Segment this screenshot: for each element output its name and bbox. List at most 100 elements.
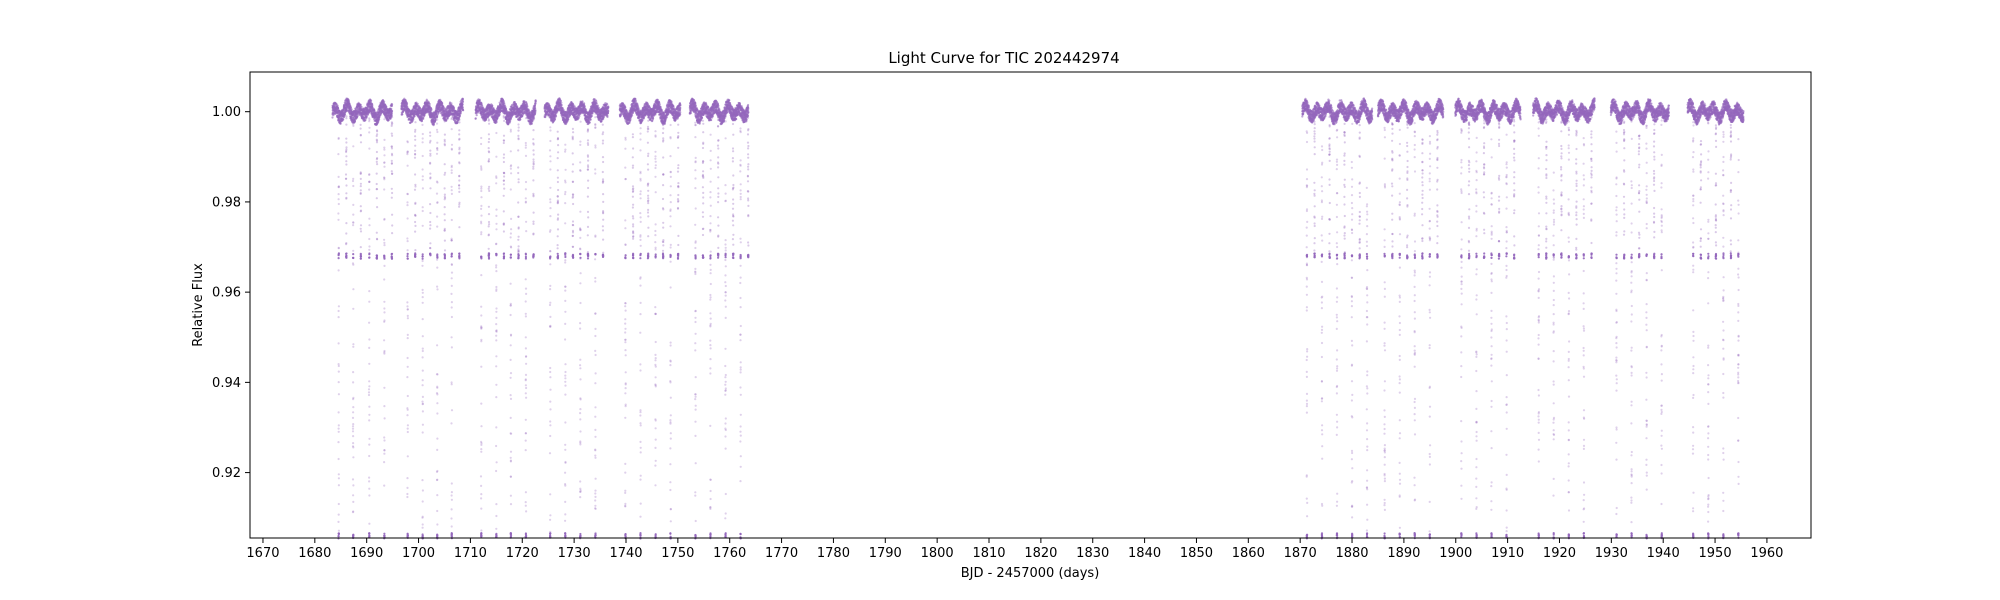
flux-point [495,355,498,358]
flux-point [450,148,453,151]
flux-point [530,122,533,125]
flux-point [510,432,513,435]
flux-point [375,129,379,132]
flux-point [517,201,520,204]
flux-point [583,102,586,105]
flux-point [368,290,371,293]
flux-point [406,255,409,258]
flux-point [487,254,490,257]
flux-point [487,147,490,150]
flux-point [368,532,371,535]
flux-point [391,122,394,125]
flux-point [443,256,446,259]
flux-point [390,159,393,162]
flux-point [421,288,424,291]
flux-point [458,174,461,177]
flux-point [495,383,498,386]
flux-point [337,477,340,480]
flux-point [345,160,348,163]
flux-point [517,178,520,181]
flux-point [458,161,461,164]
flux-point [406,365,409,368]
flux-point [383,352,386,355]
flux-point [345,146,348,149]
flux-point [406,427,409,430]
flux-point [502,252,505,255]
flux-point [421,369,424,372]
flux-point [421,137,424,140]
flux-point [414,152,417,156]
flux-point [509,372,513,375]
flux-point [345,222,348,225]
flux-point [524,535,528,538]
flux-point [524,439,527,442]
flux-point [390,162,393,165]
flux-point [390,170,393,173]
flux-point [428,141,432,144]
flux-point [502,179,505,182]
flux-point [458,137,461,140]
flux-point [450,336,453,339]
flux-point [345,115,348,118]
flux-point [458,252,461,255]
flux-point [421,301,424,304]
flux-point [413,188,417,191]
flux-point [509,376,512,379]
flux-point [517,215,520,218]
flux-point [502,171,506,174]
flux-point [337,212,340,215]
flux-point [351,425,355,428]
flux-point [429,211,432,215]
flux-point [337,370,340,373]
flux-point [391,103,394,106]
flux-point [458,190,461,193]
flux-point [421,296,424,299]
flux-point [429,149,432,152]
flux-point [450,491,453,494]
flux-point [532,149,535,152]
flux-point [345,177,348,180]
flux-point [450,252,453,255]
flux-point [450,255,453,258]
flux-point [337,218,340,221]
flux-point [502,139,505,142]
flux-point [337,252,340,255]
flux-point [443,144,446,147]
flux-point [495,323,498,326]
flux-point [429,172,432,175]
flux-point [429,224,432,227]
flux-point [450,128,453,131]
flux-point [495,208,498,211]
flux-point [406,314,409,317]
flux-point [368,419,371,422]
flux-point [421,224,424,227]
flux-point [480,425,483,428]
flux-point [480,529,483,532]
flux-point [351,430,355,433]
flux-point [436,130,439,134]
flux-point [436,225,439,228]
flux-point [502,255,506,258]
flux-point [352,256,355,259]
flux-point [560,103,563,107]
flux-point [509,304,512,307]
flux-point [429,187,432,190]
flux-point [368,476,371,479]
flux-point [401,113,404,116]
flux-point [487,118,490,121]
flux-point [406,257,409,260]
flux-point [383,244,386,247]
flux-point [458,184,461,187]
flux-point [359,113,362,116]
flux-point [487,140,490,144]
flux-point [359,209,363,212]
flux-point [443,206,446,209]
flux-point [406,252,409,255]
flux-point [458,187,461,190]
flux-point [352,221,355,224]
flux-point [554,115,558,118]
flux-point [532,138,535,141]
flux-point [495,222,498,225]
flux-point [351,179,355,183]
